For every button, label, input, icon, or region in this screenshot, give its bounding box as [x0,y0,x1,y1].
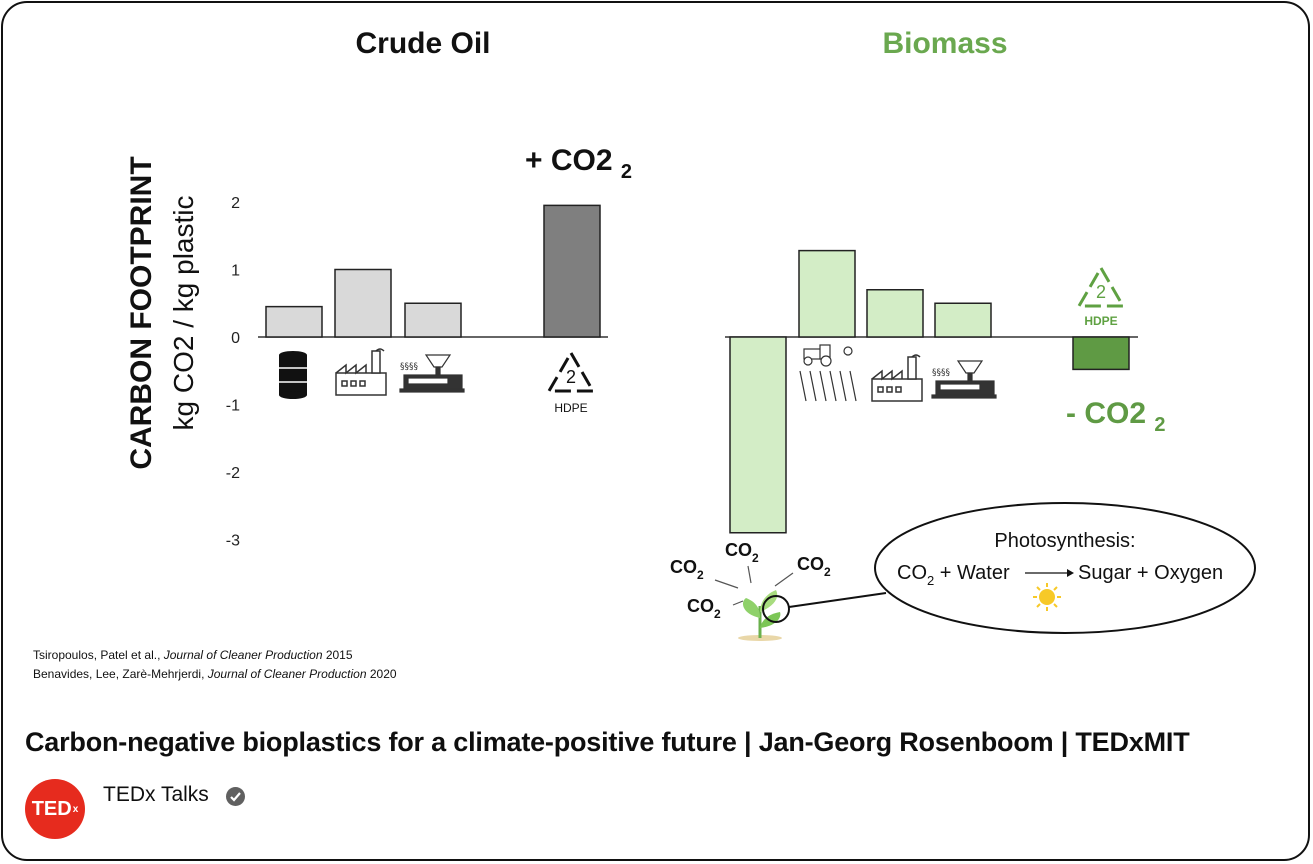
y-tick-label: 2 [231,195,240,212]
reference-2: Benavides, Lee, Zarè-Mehrjerdi, Journal … [33,667,397,681]
plant-sprout-icon [738,590,782,641]
bar-refining [334,268,392,338]
co2-label-left: CO2 [670,557,704,582]
photosynthesis-connector [788,592,887,608]
bar-agriculture [798,249,856,338]
oil-barrel-icon [279,351,307,399]
svg-text:2: 2 [566,367,576,387]
y-tick-label: -2 [226,465,240,482]
y-tick-label: -3 [226,533,240,550]
bar-photosynthesis-uptake [729,336,787,534]
reference-1: Tsiropoulos, Patel et al., Journal of Cl… [33,648,353,662]
co2-label-top: CO2 [725,540,759,565]
plus-co2-label: + CO2 2 [525,144,632,183]
channel-name[interactable]: TEDx Talks [103,783,209,806]
leaf-highlight-circle [762,595,790,623]
co2-label-bottom: CO2 [687,596,721,621]
extruder-icon: §§§§ [399,354,465,393]
bar-polymer-processing [934,302,992,338]
recycle-hdpe-icon: 2 HDPE [546,350,596,415]
bar-polymer-processing [404,302,462,338]
y-axis-label-bold: CARBON FOOTPRINT [125,156,158,469]
bar-crude-oil-extraction [265,305,323,338]
photosynthesis-title: Photosynthesis: [994,530,1135,552]
bar-refining [866,289,924,338]
tractor-field-icon [799,344,857,402]
factory-icon [335,348,387,396]
co2-arrows [714,565,794,606]
factory-icon-biomass [871,354,923,402]
y-axis-label: kg CO2 / kg plastic [168,196,199,431]
co2-label-right: CO2 [797,554,831,579]
photosynthesis-bubble [874,502,1256,634]
y-tick-label: 0 [231,330,240,347]
carbon-footprint-chart: Crude Oil Biomass CARBON FOOTPRINT kg CO… [33,27,1256,681]
video-title[interactable]: Carbon-negative bioplastics for a climat… [25,727,1190,757]
verified-check-icon [226,787,245,806]
extruder-icon-biomass: §§§§ [931,360,997,399]
photosynthesis-reactants: CO2 + Water [897,562,1010,588]
channel-row: TED x TEDx Talks [25,779,425,839]
svg-text:HDPE: HDPE [554,401,587,415]
svg-text:HDPE: HDPE [1084,314,1117,328]
svg-text:CO2: CO2 [687,596,721,621]
y-tick-labels: 2 1 0 -1 -2 -3 [226,195,240,550]
recycle-hdpe-green-icon: 2 HDPE [1076,265,1126,328]
crude-oil-title: Crude Oil [355,27,490,60]
reaction-arrow-icon [1025,569,1074,577]
svg-text:§§§§: §§§§ [932,368,951,378]
bars-group [265,204,1130,534]
photosynthesis-products: Sugar + Oxygen [1078,562,1223,584]
minus-co2-label: - CO2 2 [1066,397,1165,436]
svg-text:CO2: CO2 [670,557,704,582]
channel-avatar[interactable]: TED x [25,779,85,839]
bar-net-total [1072,336,1130,371]
svg-text:CO2: CO2 [725,540,759,565]
sun-icon [1033,583,1061,611]
bar-end-of-life [543,204,601,338]
y-tick-label: 1 [231,263,240,280]
svg-text:CO2: CO2 [797,554,831,579]
biomass-title: Biomass [882,27,1007,60]
svg-text:§§§§: §§§§ [400,362,419,372]
svg-text:2: 2 [1096,282,1106,302]
y-tick-label: -1 [226,398,240,415]
